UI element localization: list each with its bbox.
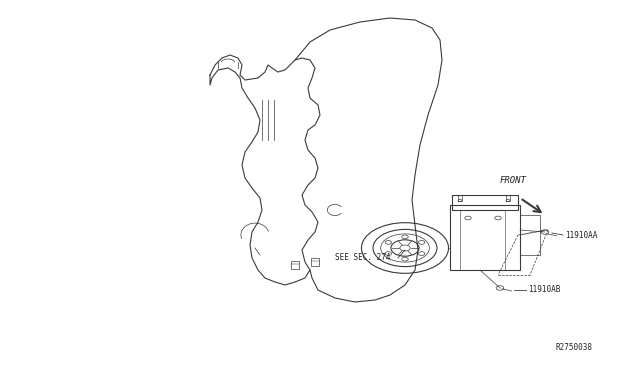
Bar — [520, 215, 540, 255]
Text: FRONT: FRONT — [500, 176, 527, 185]
Text: SEE SEC. 274: SEE SEC. 274 — [335, 253, 390, 263]
Text: 11910AB: 11910AB — [528, 285, 561, 295]
Bar — [450, 205, 520, 270]
Text: 11910AA: 11910AA — [565, 231, 597, 240]
Bar — [291, 261, 299, 269]
Text: R2750038: R2750038 — [555, 343, 592, 353]
Bar — [458, 195, 462, 201]
Bar — [452, 195, 518, 210]
Bar — [506, 195, 510, 201]
Bar — [311, 258, 319, 266]
